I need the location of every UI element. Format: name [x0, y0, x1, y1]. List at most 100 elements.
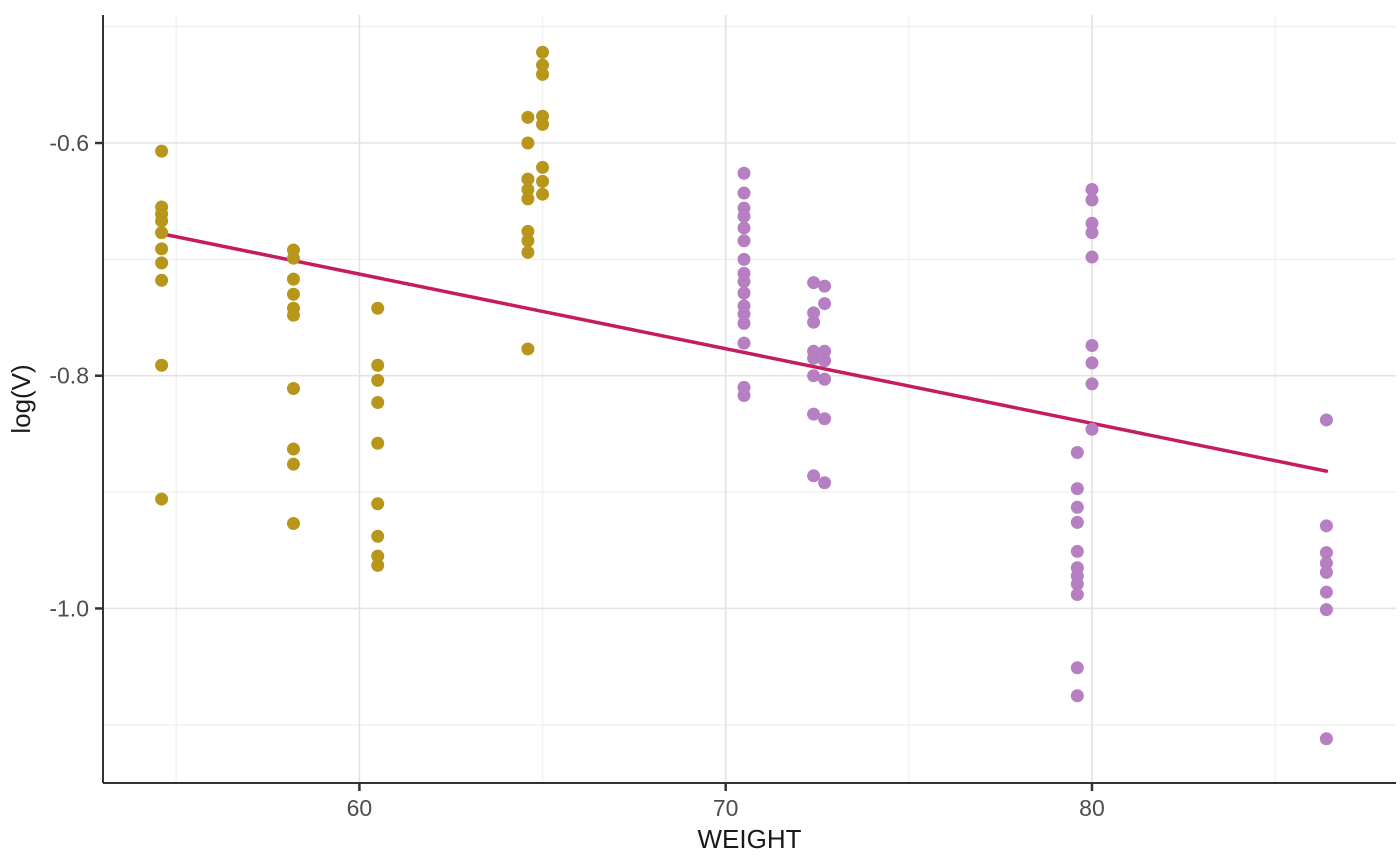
data-point-low-weight-group: [521, 110, 535, 124]
data-point-low-weight-group: [155, 144, 169, 158]
data-point-high-weight-group: [1085, 250, 1099, 264]
data-point-high-weight-group: [818, 354, 832, 368]
data-point-high-weight-group: [1070, 689, 1084, 703]
data-point-low-weight-group: [521, 136, 535, 150]
data-point-high-weight-group: [1085, 356, 1099, 370]
data-point-high-weight-group: [1085, 226, 1099, 240]
data-point-low-weight-group: [521, 342, 535, 356]
data-point-high-weight-group: [737, 209, 751, 223]
data-point-high-weight-group: [1085, 216, 1099, 230]
data-point-high-weight-group: [1070, 515, 1084, 529]
data-point-low-weight-group: [371, 436, 385, 450]
data-point-high-weight-group: [1085, 193, 1099, 207]
data-point-high-weight-group: [1319, 519, 1333, 533]
data-point-high-weight-group: [1085, 377, 1099, 391]
data-point-low-weight-group: [286, 442, 300, 456]
data-point-high-weight-group: [1319, 546, 1333, 560]
data-point-high-weight-group: [737, 336, 751, 350]
data-point-low-weight-group: [155, 256, 169, 270]
x-tick-label: 60: [347, 795, 373, 821]
y-tick-label: -1.0: [49, 595, 89, 621]
y-axis-title: log(V): [6, 364, 36, 433]
data-point-high-weight-group: [1070, 661, 1084, 675]
data-point-high-weight-group: [737, 166, 751, 180]
data-point-high-weight-group: [818, 344, 832, 358]
data-point-low-weight-group: [536, 174, 550, 188]
data-point-low-weight-group: [155, 492, 169, 506]
data-point-high-weight-group: [737, 252, 751, 266]
data-point-high-weight-group: [818, 297, 832, 311]
data-point-low-weight-group: [536, 117, 550, 131]
data-point-low-weight-group: [371, 549, 385, 563]
data-point-high-weight-group: [1070, 446, 1084, 460]
data-point-high-weight-group: [737, 274, 751, 288]
data-point-high-weight-group: [1319, 556, 1333, 570]
data-point-low-weight-group: [536, 160, 550, 174]
data-point-low-weight-group: [286, 251, 300, 265]
x-tick-label: 70: [713, 795, 739, 821]
data-point-low-weight-group: [371, 395, 385, 409]
data-point-high-weight-group: [737, 316, 751, 330]
data-point-low-weight-group: [286, 382, 300, 396]
gridlines-major: [103, 15, 1396, 783]
data-point-high-weight-group: [1070, 482, 1084, 496]
data-point-high-weight-group: [807, 315, 821, 329]
data-point-high-weight-group: [807, 407, 821, 421]
data-point-high-weight-group: [737, 221, 751, 235]
data-point-low-weight-group: [536, 58, 550, 72]
data-point-low-weight-group: [286, 517, 300, 531]
data-point-low-weight-group: [521, 183, 535, 197]
data-point-low-weight-group: [371, 358, 385, 372]
data-point-low-weight-group: [155, 226, 169, 240]
data-point-low-weight-group: [536, 45, 550, 59]
data-point-high-weight-group: [737, 286, 751, 300]
data-point-low-weight-group: [286, 272, 300, 286]
data-point-high-weight-group: [1085, 422, 1099, 436]
data-point-high-weight-group: [1085, 338, 1099, 352]
data-point-low-weight-group: [521, 245, 535, 259]
data-point-low-weight-group: [371, 529, 385, 543]
data-point-low-weight-group: [155, 242, 169, 256]
data-point-high-weight-group: [737, 307, 751, 321]
data-point-low-weight-group: [155, 358, 169, 372]
x-tick-label: 80: [1079, 795, 1105, 821]
data-point-high-weight-group: [807, 351, 821, 365]
gridlines-minor: [103, 15, 1396, 783]
data-point-low-weight-group: [371, 373, 385, 387]
data-point-low-weight-group: [521, 192, 535, 206]
data-point-high-weight-group: [818, 412, 832, 426]
data-point-low-weight-group: [521, 172, 535, 186]
axis-lines-group: [102, 15, 1396, 784]
data-point-low-weight-group: [536, 67, 550, 81]
data-point-low-weight-group: [155, 214, 169, 228]
data-point-low-weight-group: [536, 187, 550, 201]
data-point-high-weight-group: [1085, 183, 1099, 197]
data-point-low-weight-group: [155, 273, 169, 287]
data-point-high-weight-group: [1319, 732, 1333, 746]
data-point-high-weight-group: [1319, 413, 1333, 427]
data-point-high-weight-group: [818, 372, 832, 386]
data-point-low-weight-group: [371, 558, 385, 572]
data-point-high-weight-group: [1319, 585, 1333, 599]
data-point-low-weight-group: [286, 457, 300, 471]
data-point-high-weight-group: [807, 369, 821, 383]
data-point-high-weight-group: [1070, 544, 1084, 558]
axis-ticks-group: [95, 141, 1094, 791]
data-point-low-weight-group: [286, 308, 300, 322]
data-point-low-weight-group: [521, 234, 535, 248]
y-tick-label: -0.6: [49, 130, 89, 156]
y-tick-label: -0.8: [49, 363, 89, 389]
data-point-high-weight-group: [1319, 603, 1333, 617]
data-point-high-weight-group: [807, 306, 821, 320]
data-point-low-weight-group: [521, 224, 535, 238]
data-point-high-weight-group: [1070, 500, 1084, 514]
data-point-high-weight-group: [737, 186, 751, 200]
data-point-high-weight-group: [1319, 565, 1333, 579]
data-point-high-weight-group: [807, 469, 821, 483]
data-point-high-weight-group: [818, 279, 832, 293]
data-point-high-weight-group: [807, 276, 821, 290]
x-axis-title: WEIGHT: [698, 824, 802, 854]
tick-labels-group: 60 70 80 -0.6 -0.8 -1.0: [49, 130, 1104, 821]
